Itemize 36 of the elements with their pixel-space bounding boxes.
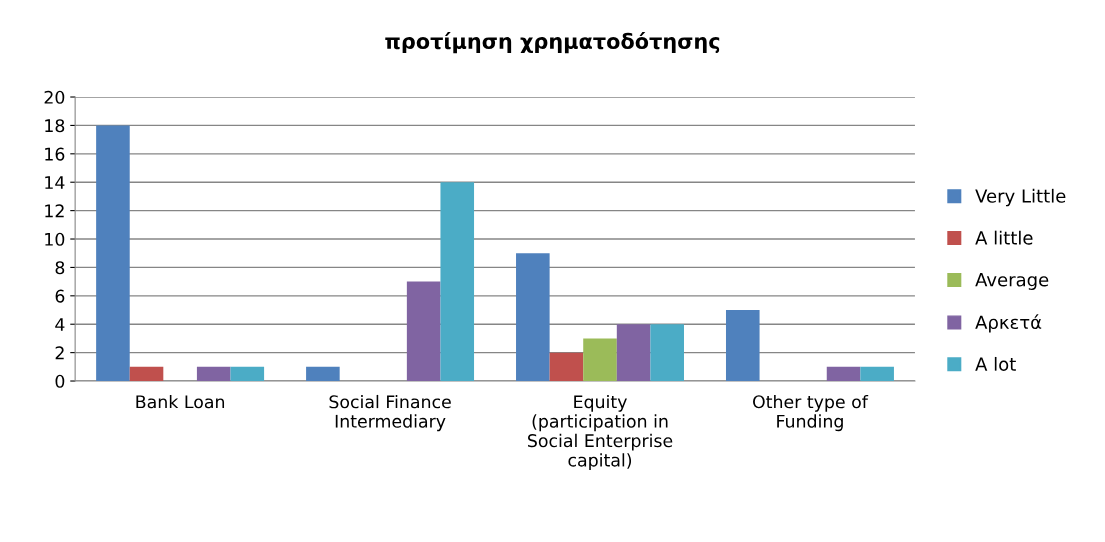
y-tick-label: 2 <box>55 346 64 360</box>
legend-label: A little <box>975 230 1033 245</box>
bar <box>196 366 231 382</box>
y-tick-label: 12 <box>45 204 64 218</box>
bar <box>440 182 475 382</box>
bar <box>516 253 550 382</box>
y-tick-label: 20 <box>44 90 65 104</box>
bar <box>860 366 894 382</box>
bar <box>616 324 651 382</box>
x-tick-label: Other type of Funding <box>753 394 869 432</box>
legend-label: Very Little <box>975 188 1066 207</box>
y-tick-label: 14 <box>45 176 65 189</box>
x-tick-label: Social Finance Intermediary <box>329 394 451 432</box>
bar <box>549 352 584 382</box>
x-tick-label: Bank Loan <box>136 394 225 409</box>
bar <box>650 324 684 382</box>
bar <box>583 338 617 382</box>
y-tick-label: 10 <box>45 232 65 246</box>
chart-title: προτίμηση χρηματοδότησης <box>385 32 720 54</box>
bar <box>306 366 340 382</box>
bar <box>725 310 760 382</box>
legend-label: Αρκετά <box>975 314 1042 333</box>
legend-label: A lot <box>975 356 1016 371</box>
bar <box>96 125 130 382</box>
y-tick-label: 8 <box>55 261 65 275</box>
y-tick-label: 0 <box>55 374 65 388</box>
y-tick-label: 16 <box>45 147 65 161</box>
bar <box>406 281 441 382</box>
bar <box>826 366 861 382</box>
y-tick-label: 4 <box>55 318 65 331</box>
y-tick-label: 18 <box>45 119 65 133</box>
bar <box>230 366 265 382</box>
y-tick-label: 6 <box>55 289 65 303</box>
legend-label: Average <box>975 273 1049 290</box>
bar <box>129 366 164 382</box>
x-tick-label: Equity (participation in Social Enterprise capital) <box>528 394 673 471</box>
